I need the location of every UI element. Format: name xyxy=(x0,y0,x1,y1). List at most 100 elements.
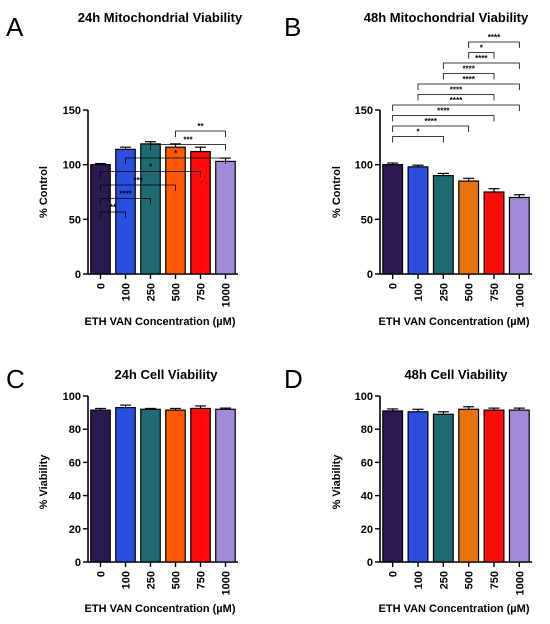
significance-bracket xyxy=(468,41,520,48)
x-tick-label: 100 xyxy=(121,571,133,589)
bar xyxy=(508,196,530,275)
significance-label: **** xyxy=(450,86,463,95)
x-tick-label: 500 xyxy=(464,571,476,589)
x-tick-label: 100 xyxy=(121,283,133,301)
significance-label: * xyxy=(149,163,153,172)
bar xyxy=(458,408,480,563)
significance-label: *** xyxy=(183,136,193,145)
significance-label: **** xyxy=(437,107,450,116)
y-tick-label: 80 xyxy=(361,424,373,436)
significance-label: **** xyxy=(475,54,488,63)
x-tick-label: 250 xyxy=(146,571,158,589)
significance-label: *** xyxy=(133,176,143,185)
y-tick-label: 0 xyxy=(75,557,81,569)
bar xyxy=(407,411,429,563)
significance-bracket xyxy=(392,115,495,122)
significance-label: ** xyxy=(197,122,204,131)
y-tick-label: 100 xyxy=(355,391,373,403)
bar xyxy=(407,166,429,275)
y-tick-label: 0 xyxy=(367,557,373,569)
y-axis-label-b: % Control xyxy=(331,166,343,218)
bar xyxy=(432,175,454,275)
significance-label: ** xyxy=(110,203,117,212)
x-axis-label-c: ETH VAN Concentration (µM) xyxy=(85,603,236,615)
significance-bracket xyxy=(100,184,176,191)
bar xyxy=(215,160,236,275)
significance-label: **** xyxy=(462,65,475,74)
panel-letter-c: C xyxy=(6,364,25,394)
x-tick-label: 0 xyxy=(388,283,400,289)
chart-title-c: 24h Cell Viability xyxy=(114,367,218,382)
y-tick-label: 40 xyxy=(69,491,81,503)
x-tick-label: 750 xyxy=(196,283,208,301)
panel-b: B 48h Mitochondrial Viability % Control … xyxy=(284,10,532,328)
significance-bracket xyxy=(100,198,151,205)
x-tick-label: 250 xyxy=(438,283,450,301)
panel-a: A 24h Mitochondrial Viability % Control … xyxy=(6,10,243,328)
bar xyxy=(508,409,530,563)
panel-d: D 48h Cell Viability % Viability ETH VAN… xyxy=(284,364,532,615)
x-tick-label: 250 xyxy=(438,571,450,589)
bar xyxy=(190,150,211,275)
significance-label: * xyxy=(174,149,178,158)
y-tick-label: 100 xyxy=(63,160,81,172)
x-tick-label: 1000 xyxy=(221,283,233,307)
x-tick-label: 0 xyxy=(96,571,108,577)
bar xyxy=(483,191,505,275)
x-tick-label: 750 xyxy=(489,283,501,301)
x-tick-label: 500 xyxy=(464,283,476,301)
significance-label: **** xyxy=(488,33,501,42)
x-axis-label-a: ETH VAN Concentration (µM) xyxy=(85,316,236,328)
significance-bracket xyxy=(100,171,201,178)
x-tick-label: 1000 xyxy=(514,283,526,307)
y-tick-label: 50 xyxy=(69,214,81,226)
panel-letter-d: D xyxy=(284,364,303,394)
significance-label: **** xyxy=(424,117,437,126)
bar xyxy=(432,413,454,563)
x-tick-label: 0 xyxy=(388,571,400,577)
significance-bracket xyxy=(417,83,520,90)
y-tick-label: 50 xyxy=(361,214,373,226)
bar xyxy=(382,164,404,275)
bar xyxy=(165,409,186,563)
bar xyxy=(458,180,480,275)
significance-bracket xyxy=(442,73,495,80)
significance-bracket xyxy=(468,52,495,59)
significance-label: **** xyxy=(450,96,463,105)
significance-bracket xyxy=(100,211,126,218)
significance-label: **** xyxy=(119,190,132,199)
y-tick-label: 60 xyxy=(69,457,81,469)
significance-bracket xyxy=(392,104,520,111)
y-tick-label: 100 xyxy=(63,391,81,403)
panel-c: C 24h Cell Viability % Viability ETH VAN… xyxy=(6,364,238,615)
panel-letter-b: B xyxy=(284,12,301,42)
x-tick-label: 100 xyxy=(413,571,425,589)
y-axis-label-a: % Control xyxy=(38,166,50,218)
bar xyxy=(165,146,186,275)
x-tick-label: 750 xyxy=(489,571,501,589)
y-tick-label: 60 xyxy=(361,457,373,469)
y-tick-label: 0 xyxy=(75,269,81,281)
y-axis-label-c: % Viability xyxy=(38,454,50,510)
significance-bracket xyxy=(442,62,520,69)
y-tick-label: 150 xyxy=(63,105,81,117)
y-tick-label: 20 xyxy=(69,524,81,536)
y-tick-label: 0 xyxy=(367,269,373,281)
chart-title-d: 48h Cell Viability xyxy=(404,367,508,382)
significance-bracket xyxy=(125,157,226,164)
significance-bracket xyxy=(392,125,470,132)
significance-bracket xyxy=(392,136,444,143)
y-tick-label: 150 xyxy=(355,105,373,117)
x-tick-label: 100 xyxy=(413,283,425,301)
x-axis-label-d: ETH VAN Concentration (µM) xyxy=(379,603,530,615)
bar xyxy=(115,407,136,563)
chart-title-b: 48h Mitochondrial Viability xyxy=(364,10,529,25)
significance-label: **** xyxy=(462,75,475,84)
y-tick-label: 100 xyxy=(355,160,373,172)
significance-label: * xyxy=(416,128,420,137)
x-tick-label: 500 xyxy=(171,283,183,301)
